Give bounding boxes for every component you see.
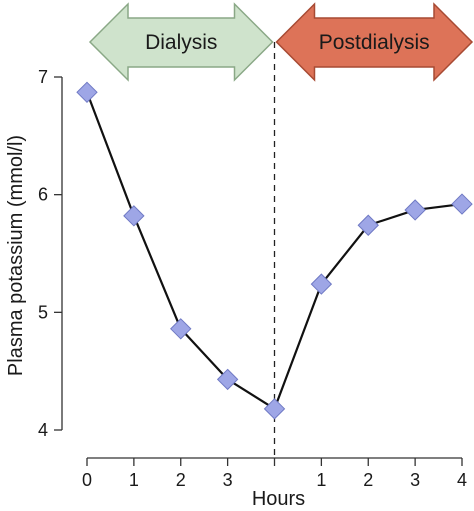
data-point	[76, 81, 98, 104]
data-point	[404, 199, 426, 221]
x-tick-label: 2	[363, 470, 373, 490]
y-axis-label: Plasma potassium (mmol/l)	[5, 135, 27, 376]
phase-arrow-dialysis	[88, 2, 274, 82]
x-axis-label: Hours	[252, 488, 305, 510]
phase-label-dialysis: Dialysis	[145, 31, 217, 54]
phase-arrows: Dialysis Postdialysis	[88, 2, 474, 82]
phase-label-postdialysis: Postdialysis	[319, 31, 430, 54]
y-tick-label: 4	[38, 420, 48, 440]
x-tick-label: 2	[176, 470, 186, 490]
x-tick-label: 1	[129, 470, 139, 490]
data-point	[123, 205, 145, 227]
data-point	[357, 214, 379, 236]
series	[76, 81, 473, 420]
y-tick-label: 5	[38, 302, 48, 322]
x-tick-label: 4	[457, 470, 467, 490]
x-tick-label: 3	[410, 470, 420, 490]
data-point	[310, 273, 333, 295]
data-point	[263, 398, 286, 420]
axes: 4 5 6 7 0 1 2 3 1 2 3 4	[38, 67, 467, 490]
x-tick-label: 0	[82, 470, 92, 490]
data-point	[170, 318, 192, 340]
data-point	[216, 368, 239, 391]
x-tick-label: 3	[223, 470, 233, 490]
phase-arrow-postdialysis	[275, 2, 474, 82]
x-tick-label: 1	[316, 470, 326, 490]
data-point	[451, 193, 473, 215]
y-tick-label: 6	[38, 185, 48, 205]
y-tick-label: 7	[38, 67, 48, 87]
